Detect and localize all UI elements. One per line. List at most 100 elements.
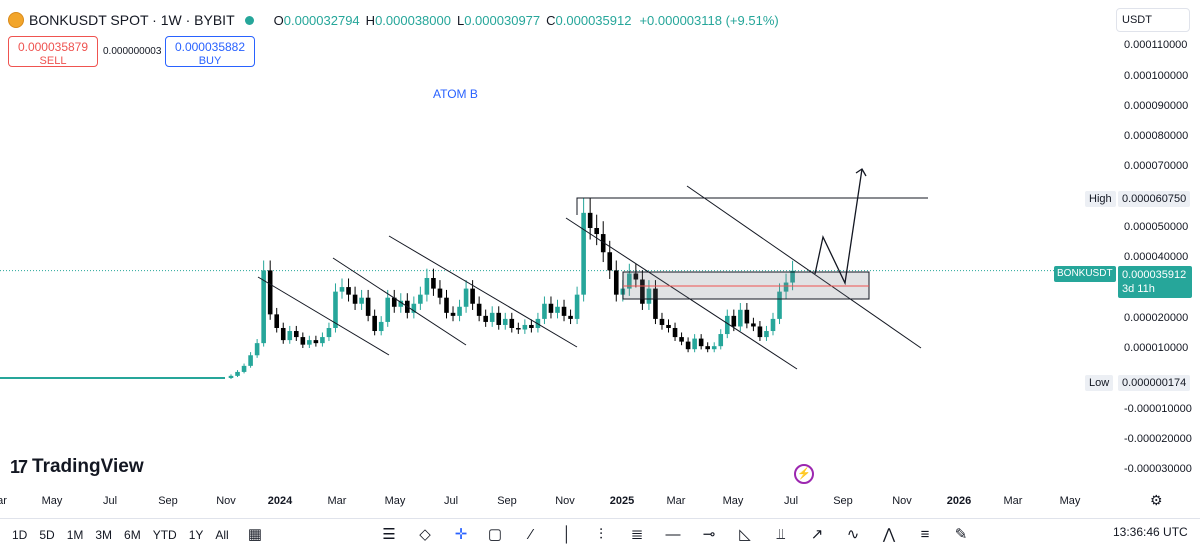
candle-body [307, 340, 312, 345]
timeframe-button[interactable]: 6M [124, 527, 141, 542]
high-value: 0.000038000 [375, 12, 451, 28]
candle-body [738, 309, 743, 327]
spread-value: 0.000000003 [103, 46, 162, 57]
candle-body [529, 324, 534, 328]
timeframe-button[interactable]: 1D [12, 527, 28, 542]
candle-body [437, 288, 443, 298]
timeframe-button[interactable]: 5D [39, 527, 55, 542]
calendar-range-icon[interactable]: ▦ [247, 526, 263, 543]
price-tick-label: 0.000070000 [1124, 160, 1189, 173]
candle-body [372, 315, 377, 332]
candle-body [744, 309, 750, 324]
time-tick-label: May [1059, 495, 1081, 507]
sell-label: SELL [39, 55, 67, 67]
horizontal-lines-icon[interactable]: ☰ [382, 526, 396, 543]
candle-body [378, 321, 384, 332]
candle-body [248, 355, 253, 366]
projection-path [814, 168, 863, 286]
time-tick-label: Mar [1003, 495, 1023, 507]
time-tick-label: May [41, 495, 63, 507]
timeframe-button[interactable]: 1M [66, 527, 84, 542]
candle-body [261, 270, 266, 344]
market-open-dot-icon [244, 15, 254, 25]
timeframe-button[interactable]: 1Y [188, 527, 204, 542]
timeframe-button[interactable]: All [215, 527, 229, 542]
candle-body [320, 337, 325, 344]
close-label: C [546, 12, 556, 28]
candle-body [522, 324, 528, 330]
candle-body [424, 277, 430, 295]
fib-tool-icon[interactable]: ≡ [920, 526, 930, 543]
candle-body [228, 375, 234, 378]
time-tick-label: Nov [892, 495, 912, 507]
settings-gear-icon[interactable]: ⚙ [1150, 492, 1163, 508]
candle-body [698, 338, 704, 347]
timeframe-button[interactable]: YTD [152, 527, 177, 542]
candle-body [764, 331, 769, 338]
chart-annotation-text[interactable]: ATOM B [433, 87, 478, 101]
time-tick-label: May [384, 495, 406, 507]
triangle-pattern-icon[interactable]: ◺ [739, 526, 751, 543]
open-label: O [273, 12, 284, 28]
candle-body [705, 346, 710, 350]
last-price-symbol-tag: BONKUSDT [1054, 266, 1116, 282]
candle-body [496, 312, 502, 325]
price-tick-label: -0.000030000 [1124, 463, 1192, 476]
buy-button[interactable]: 0.000035882 BUY [165, 36, 255, 67]
high-tag-label: High [1085, 191, 1116, 207]
candle-body [235, 371, 240, 376]
candle-body [751, 323, 756, 327]
trend-line-icon[interactable]: ⁄ [529, 526, 533, 543]
rectangle-tool-icon[interactable]: ▢ [487, 526, 503, 543]
candle-body [398, 300, 404, 307]
buy-label: BUY [198, 55, 222, 67]
candle-body [627, 273, 632, 289]
horizontal-line-icon[interactable]: ⊸ [702, 526, 716, 543]
arrow-tool-icon[interactable]: ↗ [810, 526, 824, 543]
price-tick-label: 0.000100000 [1124, 69, 1189, 82]
tradingview-brand: TradingView [32, 456, 144, 477]
candle-body [241, 365, 247, 372]
anchor-icon[interactable]: ⫫ [776, 526, 786, 543]
candle-body [274, 314, 280, 328]
bar-pattern-icon[interactable]: ⫶ [599, 526, 603, 543]
candle-body [457, 306, 462, 316]
candle-body [777, 291, 782, 319]
currency-select[interactable]: USDT [1116, 8, 1190, 32]
path-tool-icon[interactable]: ∿ [846, 526, 860, 543]
candle-body [313, 340, 319, 344]
candle-body [724, 315, 730, 335]
crosshair-icon[interactable]: ✛ [454, 526, 468, 543]
tradingview-logo-icon: 17 [10, 456, 28, 477]
candle-body [757, 326, 763, 338]
price-tick-label: 0.000020000 [1124, 311, 1189, 324]
time-tick-label: Sep [497, 495, 517, 507]
candle-body [346, 287, 351, 295]
candle-body [365, 297, 371, 316]
horizontal-ray-icon[interactable]: — [665, 526, 681, 543]
price-chart[interactable] [0, 0, 1200, 518]
candle-body [574, 294, 580, 319]
price-tick-label: 0.000110000 [1124, 39, 1188, 52]
brush-tool-icon[interactable]: ✎ [954, 526, 968, 543]
candle-body [581, 212, 586, 295]
sell-button[interactable]: 0.000035879 SELL [8, 36, 98, 67]
timeframe-button[interactable]: 3M [95, 527, 113, 542]
price-tick-label: 0.000010000 [1124, 342, 1189, 355]
candle-body [607, 252, 613, 271]
symbol-title[interactable]: BONKUSDT SPOT · 1W · BYBIT [29, 12, 235, 28]
xabcd-pattern-icon[interactable]: ⋀ [882, 526, 896, 543]
lightning-icon[interactable]: ⚡ [794, 464, 814, 484]
candle-body [640, 279, 645, 304]
utc-clock[interactable]: 13:36:46 UTC [1113, 525, 1188, 539]
vertical-line-icon[interactable]: │ [562, 526, 572, 543]
ellipse-tool-icon[interactable]: ◇ [419, 526, 431, 543]
low-tag-value: 0.000000174 [1118, 375, 1191, 391]
text-tool-icon[interactable]: ≣ [630, 526, 644, 543]
price-tick-label: 0.000040000 [1124, 251, 1189, 264]
candle-body [385, 297, 391, 322]
time-tick-label: ar [0, 495, 7, 507]
candle-body [418, 294, 423, 304]
candle-body [666, 324, 671, 328]
time-tick-label: 2026 [946, 495, 972, 507]
